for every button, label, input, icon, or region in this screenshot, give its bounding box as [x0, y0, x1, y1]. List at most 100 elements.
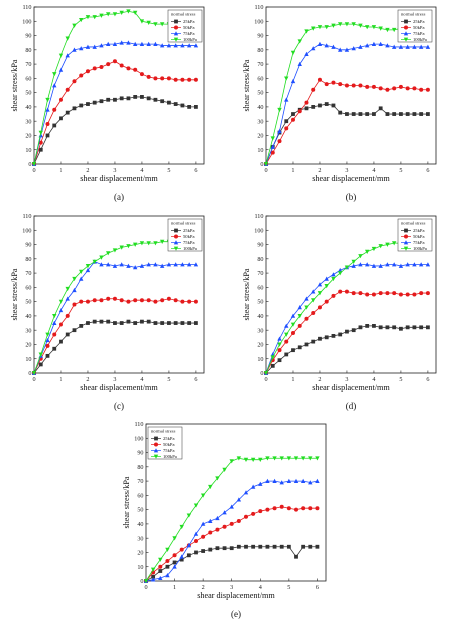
y-tick-label: 30 [25, 327, 31, 334]
data-point [58, 307, 64, 313]
data-point [297, 305, 302, 310]
legend-box [147, 426, 183, 460]
data-point [293, 478, 299, 483]
data-point [222, 546, 227, 551]
data-point [150, 577, 156, 582]
x-tick-label: 5 [399, 167, 402, 174]
data-point [311, 339, 316, 344]
legend-entry: 25kPa [183, 19, 194, 24]
data-point [311, 311, 316, 316]
data-point [284, 76, 289, 81]
data-point [290, 313, 296, 318]
y-tick-label: 10 [137, 564, 143, 571]
data-point [304, 100, 309, 105]
data-point [146, 41, 151, 47]
data-point [158, 575, 163, 581]
data-point [165, 547, 170, 552]
y-tick-label: 100 [22, 227, 31, 234]
x-tick-label: 5 [287, 584, 290, 591]
data-point [419, 112, 424, 116]
data-point [153, 41, 158, 47]
data-point [315, 478, 320, 483]
data-point [106, 12, 111, 17]
data-point [65, 313, 70, 318]
data-point [317, 305, 322, 310]
data-point [179, 524, 184, 530]
data-point [112, 59, 117, 64]
data-point [186, 43, 192, 48]
legend-entry: 100kPa [163, 454, 177, 459]
data-point [72, 79, 77, 84]
data-point [72, 23, 77, 28]
y-tick-label: 90 [257, 33, 263, 40]
data-point [284, 126, 289, 131]
x-tick-label: 0 [32, 376, 35, 383]
data-point [365, 324, 370, 328]
x-axis-label: shear displacement/mm [312, 174, 390, 183]
series-100kPa [31, 239, 199, 376]
data-point [112, 12, 118, 17]
data-point [331, 272, 336, 277]
data-point [392, 86, 397, 91]
data-point [272, 478, 277, 483]
data-point [222, 524, 227, 529]
x-tick-label: 4 [372, 167, 375, 174]
data-point [304, 29, 309, 34]
data-point [419, 87, 424, 92]
data-point [132, 10, 138, 16]
data-point [338, 82, 343, 87]
legend-swatch-marker [174, 25, 178, 30]
data-point [378, 41, 383, 47]
data-point [300, 456, 306, 461]
data-point [304, 51, 309, 56]
y-tick-label: 10 [257, 147, 263, 154]
data-point [371, 25, 377, 30]
data-point [180, 77, 185, 82]
data-point [139, 72, 144, 77]
data-point [172, 536, 177, 541]
y-tick-label: 110 [134, 421, 143, 428]
y-axis-label: shear stress/kPa [10, 59, 19, 111]
data-point [308, 544, 313, 549]
data-point [317, 25, 323, 30]
data-point [112, 248, 118, 253]
data-point [215, 546, 220, 551]
data-point [38, 147, 43, 152]
data-point [65, 286, 70, 292]
data-point [153, 97, 158, 102]
data-point [65, 332, 70, 337]
data-point [243, 457, 249, 462]
data-point [412, 86, 417, 91]
data-point [193, 43, 199, 48]
data-point [153, 262, 158, 267]
series-75kPa [31, 40, 199, 166]
legend-swatch-marker [403, 37, 409, 42]
data-point [52, 314, 57, 319]
data-point [45, 122, 50, 127]
data-point [324, 82, 329, 87]
data-point [365, 84, 370, 89]
y-tick-label: 60 [25, 75, 31, 82]
data-point [351, 259, 356, 264]
series-50kPa [144, 504, 320, 583]
x-tick-label: 2 [202, 584, 205, 591]
data-point [338, 332, 343, 337]
data-point [324, 284, 329, 289]
panel-label: (d) [346, 401, 357, 411]
data-point [398, 44, 404, 49]
y-axis-label: shear stress/kPa [122, 476, 131, 528]
data-point [344, 265, 350, 270]
data-point [229, 521, 234, 526]
series-line [33, 261, 196, 374]
data-point [79, 324, 84, 328]
x-tick-label: 3 [113, 167, 116, 174]
y-tick-label: 80 [137, 464, 143, 471]
data-point [92, 259, 97, 264]
legend-swatch-marker [174, 19, 178, 24]
x-tick-label: 3 [113, 376, 116, 383]
data-point [358, 262, 363, 267]
x-tick-label: 5 [399, 376, 402, 383]
legend-swatch-marker [173, 31, 179, 36]
data-point [132, 265, 138, 270]
series-line [145, 480, 318, 582]
